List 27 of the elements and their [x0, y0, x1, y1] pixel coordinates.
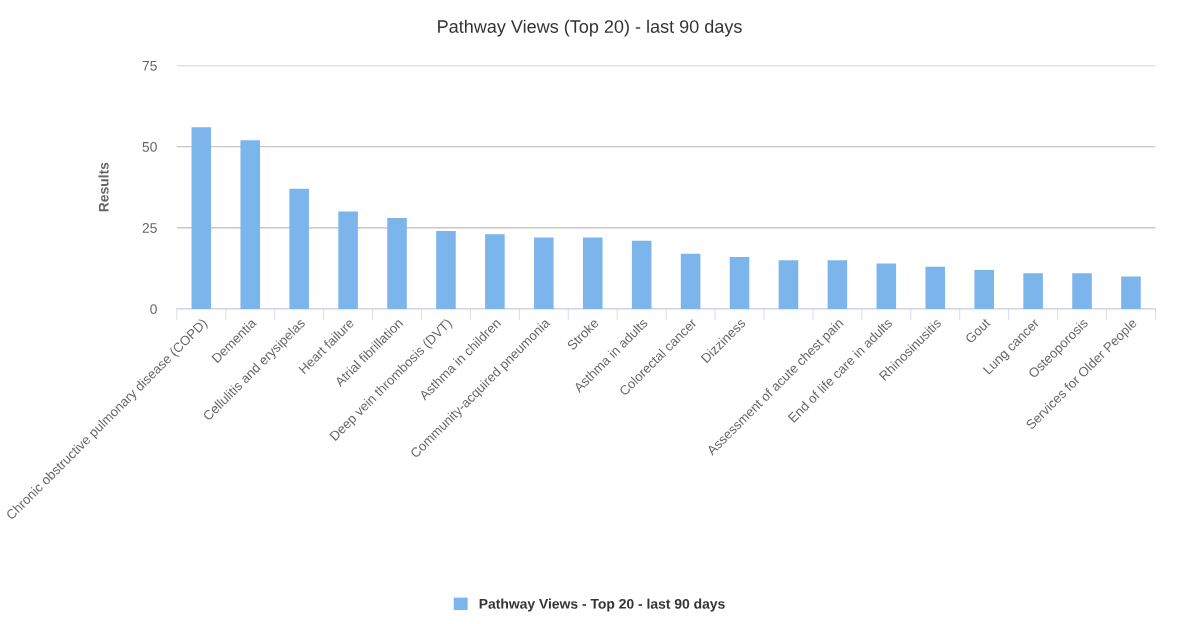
y-tick-label: 25 [142, 223, 157, 233]
legend-label: Pathway Views - Top 20 - last 90 days [479, 598, 725, 612]
bar [338, 211, 358, 309]
bar [925, 266, 946, 309]
bar [1023, 273, 1043, 309]
bar [876, 263, 897, 309]
bar [240, 140, 261, 309]
bar [436, 231, 456, 309]
bar [827, 260, 848, 309]
chart-title: Pathway Views (Top 20) - last 90 days [438, 19, 742, 37]
y-tick-label: 75 [142, 61, 157, 71]
bar [534, 237, 554, 309]
bar [1072, 273, 1092, 309]
bar [1121, 276, 1141, 309]
bar [778, 260, 799, 309]
bar [680, 253, 701, 309]
y-axis-title: Results [98, 162, 109, 212]
bar [191, 127, 212, 309]
bar [631, 240, 652, 309]
bar [289, 188, 309, 309]
bar [729, 256, 750, 309]
y-tick-label: 0 [150, 304, 157, 315]
y-tick-label: 50 [142, 141, 157, 152]
bar [387, 218, 407, 309]
bar [974, 269, 994, 309]
bar [582, 237, 603, 309]
bar [485, 234, 505, 309]
